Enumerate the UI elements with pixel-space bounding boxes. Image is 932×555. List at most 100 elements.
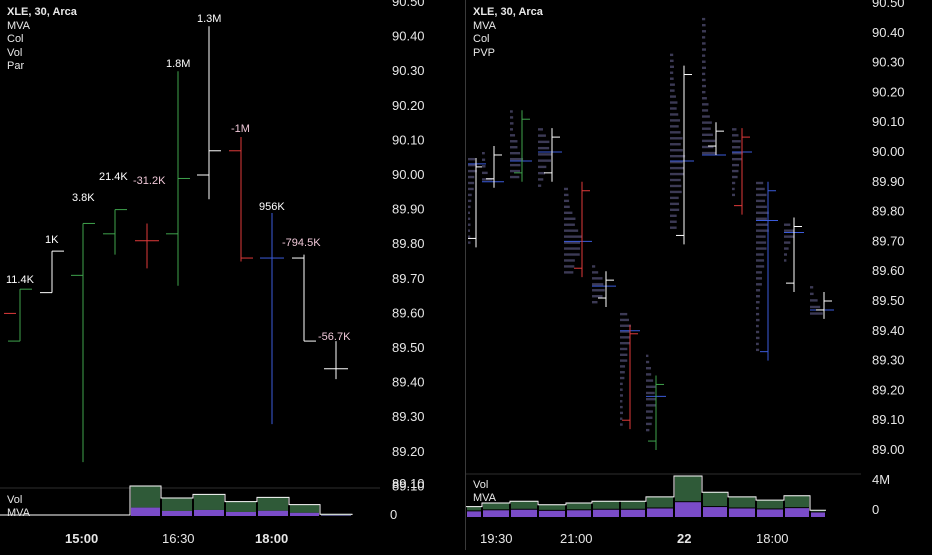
volume-profile-row: [810, 286, 814, 289]
legend-item-pvp[interactable]: PVP: [473, 46, 496, 59]
volume-profile-row: [564, 271, 574, 274]
volume-annotation: -31.2K: [133, 175, 166, 187]
volume-profile-row: [784, 253, 787, 256]
volume-profile-row: [482, 152, 485, 155]
legend-item-col[interactable]: Col: [7, 33, 24, 45]
volume-profile-row: [510, 146, 518, 149]
volume-profile-row: [756, 324, 759, 328]
right-chart-legend: XLE, 30, Arca MVA Col PVP: [473, 6, 543, 60]
volume-profile-row: [702, 121, 712, 124]
legend-item-vol[interactable]: Vol: [7, 46, 23, 59]
legend-item-col[interactable]: Col: [473, 33, 490, 45]
volume-profile-row: [810, 299, 818, 302]
volume-annotation: 1.3M: [197, 13, 221, 25]
volume-profile-row: [756, 265, 765, 268]
volume-profile-row: [732, 169, 739, 173]
volume-annotation: 21.4K: [99, 171, 128, 183]
volume-profile-row: [646, 373, 652, 376]
volume-profile-row: [732, 128, 737, 131]
volume-profile-row: [732, 157, 743, 161]
volume-profile-row: [756, 223, 769, 226]
volume-profile-row: [564, 199, 570, 203]
volume-profile-row: [468, 205, 471, 209]
volume-profile-row: [702, 72, 706, 76]
volume-bar-down: [647, 508, 673, 517]
volume-profile-row: [468, 235, 471, 238]
volume-profile-row: [784, 247, 789, 250]
volume-profile-row: [538, 128, 544, 131]
left-chart-pane[interactable]: 90.50 90.40 90.30 90.20 90.10 90.00 89.90 89.80…: [0, 0, 465, 550]
legend-item-par[interactable]: Par: [7, 60, 25, 72]
right-chart-canvas[interactable]: 90.50 90.40 90.30 90.20 90.10 90.00 89.90 89.80…: [466, 0, 932, 550]
volume-profile-row: [702, 97, 707, 100]
pane-divider[interactable]: [465, 0, 466, 550]
volume-profile-row: [702, 90, 706, 94]
volume-profile-row: [702, 78, 706, 82]
volume-profile-row: [482, 178, 493, 181]
volume-bar-down: [321, 515, 351, 516]
volume-profile-row: [538, 159, 551, 162]
volume-profile-row: [620, 371, 625, 374]
volume-profile-row: [510, 140, 518, 143]
volume-profile-row: [468, 163, 477, 167]
volume-profile-row: [670, 101, 678, 104]
legend-item-mva[interactable]: MVA: [473, 19, 497, 32]
volume-profile-row: [468, 211, 470, 214]
volume-profile-row: [756, 301, 760, 304]
volume-profile-row: [702, 36, 706, 39]
volume-legend-vol[interactable]: Vol: [7, 494, 23, 506]
volume-profile-row: [592, 271, 599, 274]
volume-profile-row: [620, 417, 623, 420]
volume-profile-row: [670, 226, 677, 229]
volume-profile-row: [510, 175, 520, 179]
volume-profile-row: [756, 330, 760, 334]
right-symbol-title[interactable]: XLE, 30, Arca: [473, 6, 543, 18]
volume-legend-mva[interactable]: MVA: [473, 492, 497, 504]
volume-profile-row: [620, 312, 628, 316]
right-chart-pane[interactable]: 90.50 90.40 90.30 90.20 90.10 90.00 89.90 89.80…: [466, 0, 932, 550]
left-symbol-title[interactable]: XLE, 30, Arca: [7, 6, 77, 18]
volume-profile-row: [538, 140, 550, 144]
volume-profile-row: [756, 318, 760, 322]
volume-profile-row: [732, 146, 741, 149]
volume-profile-row: [592, 277, 603, 280]
volume-profile-row: [756, 217, 767, 220]
volume-profile-row: [702, 48, 706, 51]
volume-profile-row: [702, 151, 716, 155]
volume-bar-down: [621, 509, 645, 517]
volume-bar-down: [675, 502, 701, 517]
price-tick: 90.00: [392, 167, 425, 182]
price-tick: 90.10: [872, 114, 905, 129]
legend-item-mva[interactable]: MVA: [7, 19, 31, 32]
left-chart-canvas[interactable]: 90.50 90.40 90.30 90.20 90.10 90.00 89.90 89.80…: [0, 0, 465, 550]
volume-profile-row: [646, 360, 650, 364]
volume-tick: 0: [872, 502, 879, 517]
volume-profile-row: [732, 163, 740, 167]
volume-profile-row: [732, 140, 741, 143]
price-tick: 90.10: [392, 132, 425, 147]
volume-legend-mva[interactable]: MVA: [7, 507, 31, 519]
volume-profile-row: [538, 146, 550, 150]
price-tick: 90.40: [392, 29, 425, 44]
volume-profile-row: [646, 410, 653, 413]
volume-profile-row: [564, 205, 570, 209]
time-axis-label: 21:00: [560, 531, 593, 546]
volume-profile-row: [702, 103, 709, 106]
price-tick: 89.90: [392, 202, 425, 217]
volume-mva-line: [0, 485, 353, 516]
volume-profile-row: [510, 128, 513, 131]
volume-tick: 4M: [872, 472, 890, 487]
volume-bar-down: [567, 510, 591, 517]
volume-profile-row: [646, 391, 655, 395]
volume-legend-vol[interactable]: Vol: [473, 479, 489, 491]
volume-profile-row: [620, 336, 631, 339]
volume-profile-row: [468, 229, 470, 232]
volume-profile-row: [702, 84, 706, 88]
volume-bar: [567, 503, 591, 510]
volume-profile-row: [670, 119, 681, 122]
right-volume-legend: Vol MVA: [473, 479, 496, 505]
volume-bar-down: [194, 509, 224, 516]
volume-profile-row: [646, 379, 654, 382]
volume-bar: [162, 498, 192, 511]
volume-profile-row: [564, 247, 581, 250]
